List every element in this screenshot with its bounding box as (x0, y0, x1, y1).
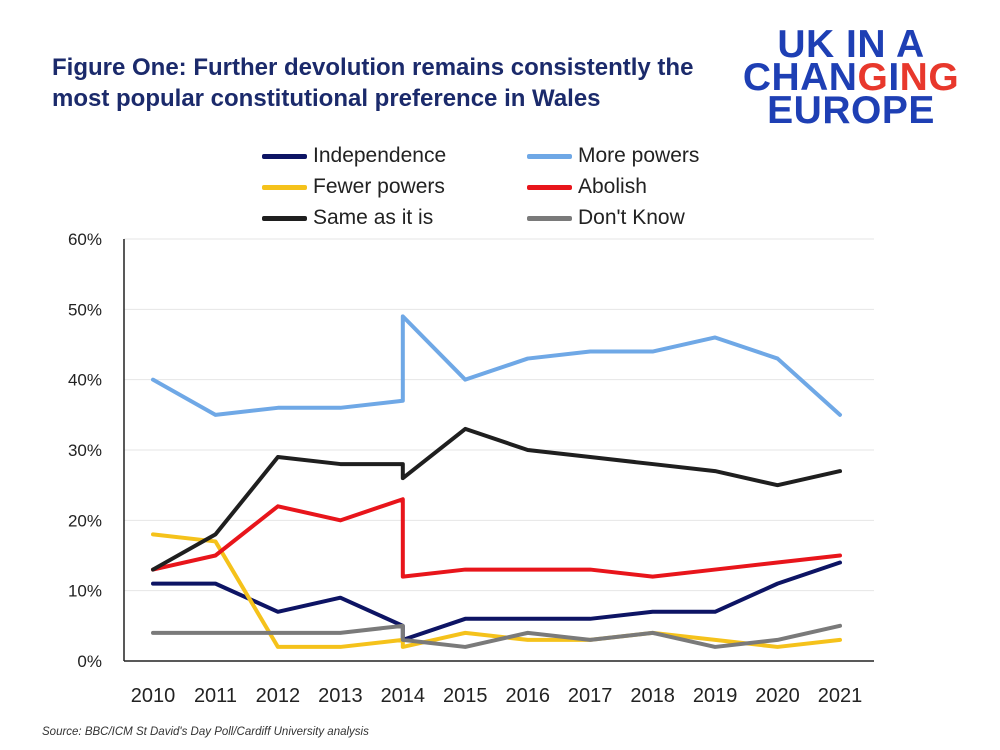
y-tick-label: 40% (68, 371, 102, 390)
series-line-independence (151, 560, 842, 642)
series-line-abolish (151, 497, 842, 579)
legend-label: Same as it is (313, 206, 434, 229)
legend-item-don-t-know: Don't Know (527, 204, 685, 232)
logo-line-2-a: CHAN (742, 56, 858, 99)
y-tick-label: 50% (68, 300, 102, 319)
legend-item-fewer-powers: Fewer powers (262, 173, 445, 201)
x-tick-label: 2017 (568, 685, 613, 707)
legend-swatch (262, 215, 307, 221)
logo-accent-ng: NG (899, 56, 960, 99)
chart-title: Figure One: Further devolution remains c… (52, 54, 694, 112)
x-tick-label: 2019 (693, 685, 738, 707)
x-tick-label: 2020 (755, 685, 800, 707)
x-tick-label: 2015 (443, 685, 488, 707)
legend-label: Fewer powers (313, 175, 445, 198)
logo-line-1: UK IN A (777, 23, 925, 66)
logo-line-2: CHANGING (742, 58, 960, 97)
y-tick-label: 30% (68, 441, 102, 460)
legend-item-abolish: Abolish (527, 173, 647, 201)
x-tick-label: 2014 (381, 685, 426, 707)
legend-label: More powers (578, 144, 700, 167)
series-line-more-powers (151, 314, 842, 417)
y-tick-label: 20% (68, 511, 102, 530)
y-tick-label: 0% (77, 652, 102, 671)
legend-swatch (527, 215, 572, 221)
logo-line-2-i: I (888, 56, 900, 99)
chart-legend: Independence More powers Fewer powers Aboli… (262, 142, 762, 234)
legend-swatch (262, 153, 307, 159)
legend-swatch (527, 153, 572, 159)
source-note: Source: BBC/ICM St David's Day Poll/Card… (42, 726, 369, 738)
x-tick-label: 2012 (256, 685, 301, 707)
logo-line-3: EUROPE (767, 89, 935, 132)
legend-item-independence: Independence (262, 142, 446, 170)
legend-label: Don't Know (578, 206, 685, 229)
x-tick-label: 2016 (505, 685, 550, 707)
x-tick-label: 2011 (194, 685, 237, 707)
legend-swatch (262, 184, 307, 190)
y-tick-label: 10% (68, 582, 102, 601)
x-tick-label: 2018 (630, 685, 675, 707)
series-line-fewer-powers (151, 532, 842, 649)
series-line-same-as-it-is (151, 426, 842, 572)
uk-in-a-changing-europe-logo: UK IN A CHANGING EUROPE (742, 23, 960, 132)
legend-swatch (527, 184, 572, 190)
legend-label: Abolish (578, 175, 647, 198)
y-tick-label: 60% (68, 230, 102, 249)
x-tick-label: 2010 (131, 685, 176, 707)
x-tick-label: 2021 (818, 685, 863, 707)
x-tick-label: 2013 (318, 685, 363, 707)
legend-label: Independence (313, 144, 447, 167)
legend-item-more-powers: More powers (527, 142, 699, 170)
series-line-don-t-know (151, 623, 842, 649)
legend-item-same-as-it-is: Same as it is (262, 204, 433, 232)
logo-accent-g: G (857, 56, 889, 99)
